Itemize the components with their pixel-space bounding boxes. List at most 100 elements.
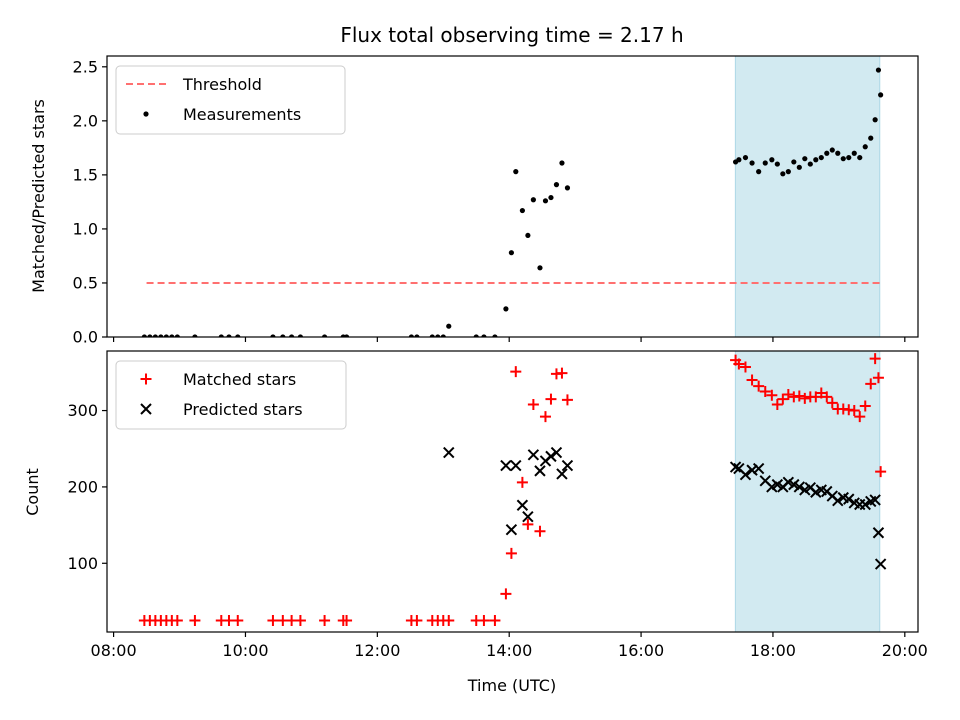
matched-point [319,615,331,627]
predicted-point [561,459,574,472]
data-point [321,334,328,337]
legend-dot-swatch [143,111,149,117]
data-point [762,160,768,166]
predicted-point [527,449,540,461]
data-point [818,154,824,161]
matched-point [753,380,765,392]
data-point [508,250,515,256]
data-point [408,334,414,337]
data-point [846,154,852,161]
matched-point [539,411,551,423]
data-point [564,185,571,191]
data-point [158,334,164,337]
matched-point [411,615,423,627]
data-point [796,164,802,170]
data-point [525,232,531,239]
matched-point [505,547,517,559]
y-tick-label: 2.0 [73,111,98,130]
predicted-point [729,461,742,473]
x-tick-label: 14:00 [486,641,532,660]
data-point [829,147,835,153]
data-point [542,198,549,204]
legend-x-swatch [140,403,152,415]
matched-point [561,394,573,406]
data-point [280,334,286,337]
matched-point [739,361,751,373]
data-point [152,334,158,337]
x-tick-label: 10:00 [222,641,268,660]
matched-point [821,391,833,403]
data-marks [141,67,884,337]
data-point [878,92,884,98]
predicted-point [500,459,512,472]
data-point [857,154,863,161]
data-point [435,334,441,337]
matched-point [522,518,534,530]
predicted-point [739,468,752,481]
observing-window-span [734,55,881,338]
matched-point [341,615,353,627]
data-point [429,334,435,337]
matched-point [766,389,778,401]
predicted-point [746,464,758,476]
data-point [862,144,868,150]
predicted-point [859,498,871,511]
matched-point [267,615,279,627]
data-point [553,182,560,188]
data-point [503,306,509,312]
legend-label: Matched stars [183,370,296,389]
data-point [235,334,241,337]
legend-label: Threshold [182,75,262,94]
data-point [519,207,525,214]
data-point [749,160,755,166]
predicted-point [752,462,765,475]
matched-point [771,398,783,410]
matched-point [478,615,490,627]
matched-point [759,385,771,397]
predicted-point [872,527,885,539]
panel-count: 100 200 300 08:00 10:00 12:00 14:00 16:00 18:00 2… [67,350,928,660]
data-point [226,334,232,337]
data-point [169,334,175,337]
predicted-point [443,446,455,459]
matched-point [782,389,794,401]
data-marks [138,353,887,627]
legend-label: Predicted stars [183,400,303,419]
predicted-point [510,459,522,472]
predicted-point [522,510,534,523]
data-point [868,135,874,141]
legend-plus-swatch [140,373,152,385]
data-point [473,334,479,337]
predicted-point [545,450,557,463]
data-point [289,334,295,337]
axes-frame [106,55,919,338]
predicted-point [843,493,855,505]
predicted-point [832,494,844,507]
matched-point [793,390,805,402]
predicted-point [550,446,563,459]
data-point [270,334,276,337]
data-point [192,334,198,337]
data-point [163,334,169,337]
data-point [446,323,452,329]
matched-point [232,615,244,627]
matched-point [556,367,568,379]
data-point [802,156,808,162]
data-point [791,159,797,165]
data-point [780,171,786,177]
data-point [872,117,878,123]
y-tick-label: 2.5 [73,57,98,76]
x-tick-label: 08:00 [91,641,137,660]
matched-point [443,615,455,627]
data-point [343,334,350,337]
predicted-point [556,468,568,480]
data-point [530,197,536,203]
x-tick-label: 18:00 [750,641,796,660]
data-point [851,150,857,156]
matched-point [872,372,884,384]
matched-point [859,400,871,412]
matched-point [869,353,881,365]
data-point [769,157,775,163]
data-point [481,334,487,337]
